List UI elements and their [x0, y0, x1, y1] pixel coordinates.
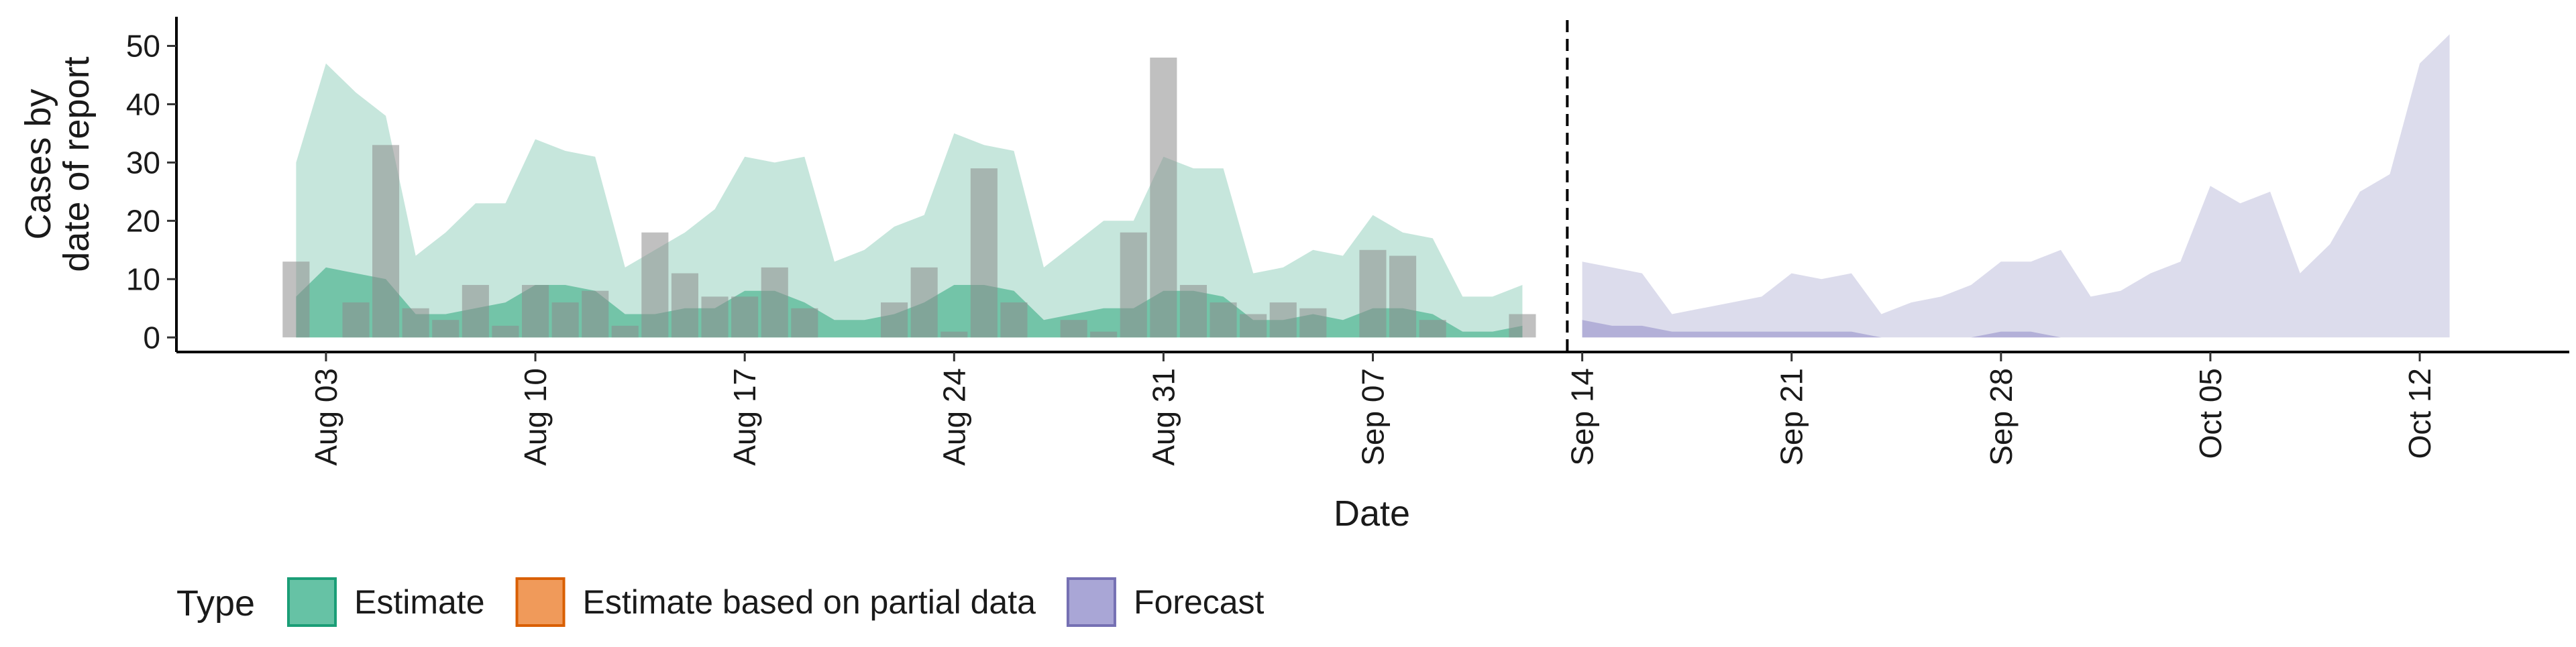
legend-label: Estimate — [354, 583, 485, 621]
legend-label: Estimate based on partial data — [583, 583, 1036, 621]
observed-bar — [611, 325, 639, 338]
legend-key — [287, 577, 337, 627]
legend-key — [1066, 577, 1116, 627]
observed-bar — [372, 145, 400, 338]
x-tick-label: Aug 17 — [727, 368, 762, 466]
y-tick-label: 0 — [143, 320, 160, 355]
observed-bar — [641, 232, 669, 338]
observed-bar — [582, 290, 609, 338]
x-axis-title: Date — [1334, 493, 1410, 534]
observed-bar — [881, 302, 908, 338]
observed-bar — [342, 302, 370, 338]
observed-bars — [282, 57, 1536, 338]
observed-bar — [1359, 249, 1387, 338]
observed-bar — [1179, 285, 1207, 338]
estimate-outer-band — [296, 63, 1523, 338]
observed-bar — [791, 308, 818, 338]
observed-bar — [1150, 57, 1177, 338]
observed-bar — [941, 331, 968, 338]
observed-bar — [970, 168, 998, 338]
x-tick-label: Sep 21 — [1774, 368, 1809, 466]
observed-bar — [1419, 320, 1446, 338]
axes: 0 10 20 30 40 50 Aug 03 Aug 10 Aug 17 Aug 24 Aug 3… — [126, 17, 2569, 466]
forecast-inner-band — [1582, 320, 2450, 338]
observed-bar — [1240, 314, 1267, 338]
x-tick-label: Sep 28 — [1984, 368, 2019, 466]
y-tick-label: 20 — [126, 203, 160, 238]
x-tick-label: Oct 12 — [2402, 368, 2437, 459]
observed-bar — [1509, 314, 1536, 338]
x-tick-label: Sep 14 — [1565, 368, 1600, 466]
observed-bar — [522, 285, 549, 338]
observed-bar — [282, 261, 310, 338]
legend: Type Estimate Estimate based on partial da… — [176, 577, 1265, 627]
y-tick-label: 10 — [126, 261, 160, 296]
observed-bar — [402, 308, 429, 338]
observed-bar — [492, 325, 519, 338]
observed-bar — [1060, 320, 1087, 338]
y-tick-label: 50 — [126, 28, 160, 63]
observed-bar — [1210, 302, 1237, 338]
legend-title: Type — [176, 583, 255, 624]
y-axis-title-line: Cases by — [18, 89, 58, 239]
x-tick-label: Aug 10 — [518, 368, 553, 466]
x-tick-label: Aug 03 — [309, 368, 343, 466]
x-tick-label: Oct 05 — [2193, 368, 2228, 459]
y-axis-title-line: date of report — [56, 56, 97, 272]
x-tick-label: Aug 31 — [1146, 368, 1181, 466]
observed-bar — [1389, 255, 1417, 338]
y-tick-label: 40 — [126, 86, 160, 121]
observed-bar — [731, 296, 759, 338]
observed-bar — [701, 296, 729, 338]
y-tick-label: 30 — [126, 145, 160, 180]
observed-bar — [462, 285, 489, 338]
observed-bar — [1299, 308, 1327, 338]
legend-key — [515, 577, 566, 627]
observed-bar — [1120, 232, 1147, 338]
observed-bar — [1090, 331, 1118, 338]
x-tick-label: Aug 24 — [936, 368, 971, 466]
observed-bar — [432, 320, 460, 338]
forecast-outer-band — [1582, 34, 2450, 338]
observed-bar — [1269, 302, 1297, 338]
observed-bar — [761, 267, 788, 338]
x-tick-label: Sep 07 — [1356, 368, 1391, 466]
observed-bar — [1000, 302, 1028, 338]
observed-bar — [671, 273, 698, 338]
observed-bar — [551, 302, 579, 338]
legend-label: Forecast — [1134, 583, 1265, 621]
observed-bar — [910, 267, 938, 338]
